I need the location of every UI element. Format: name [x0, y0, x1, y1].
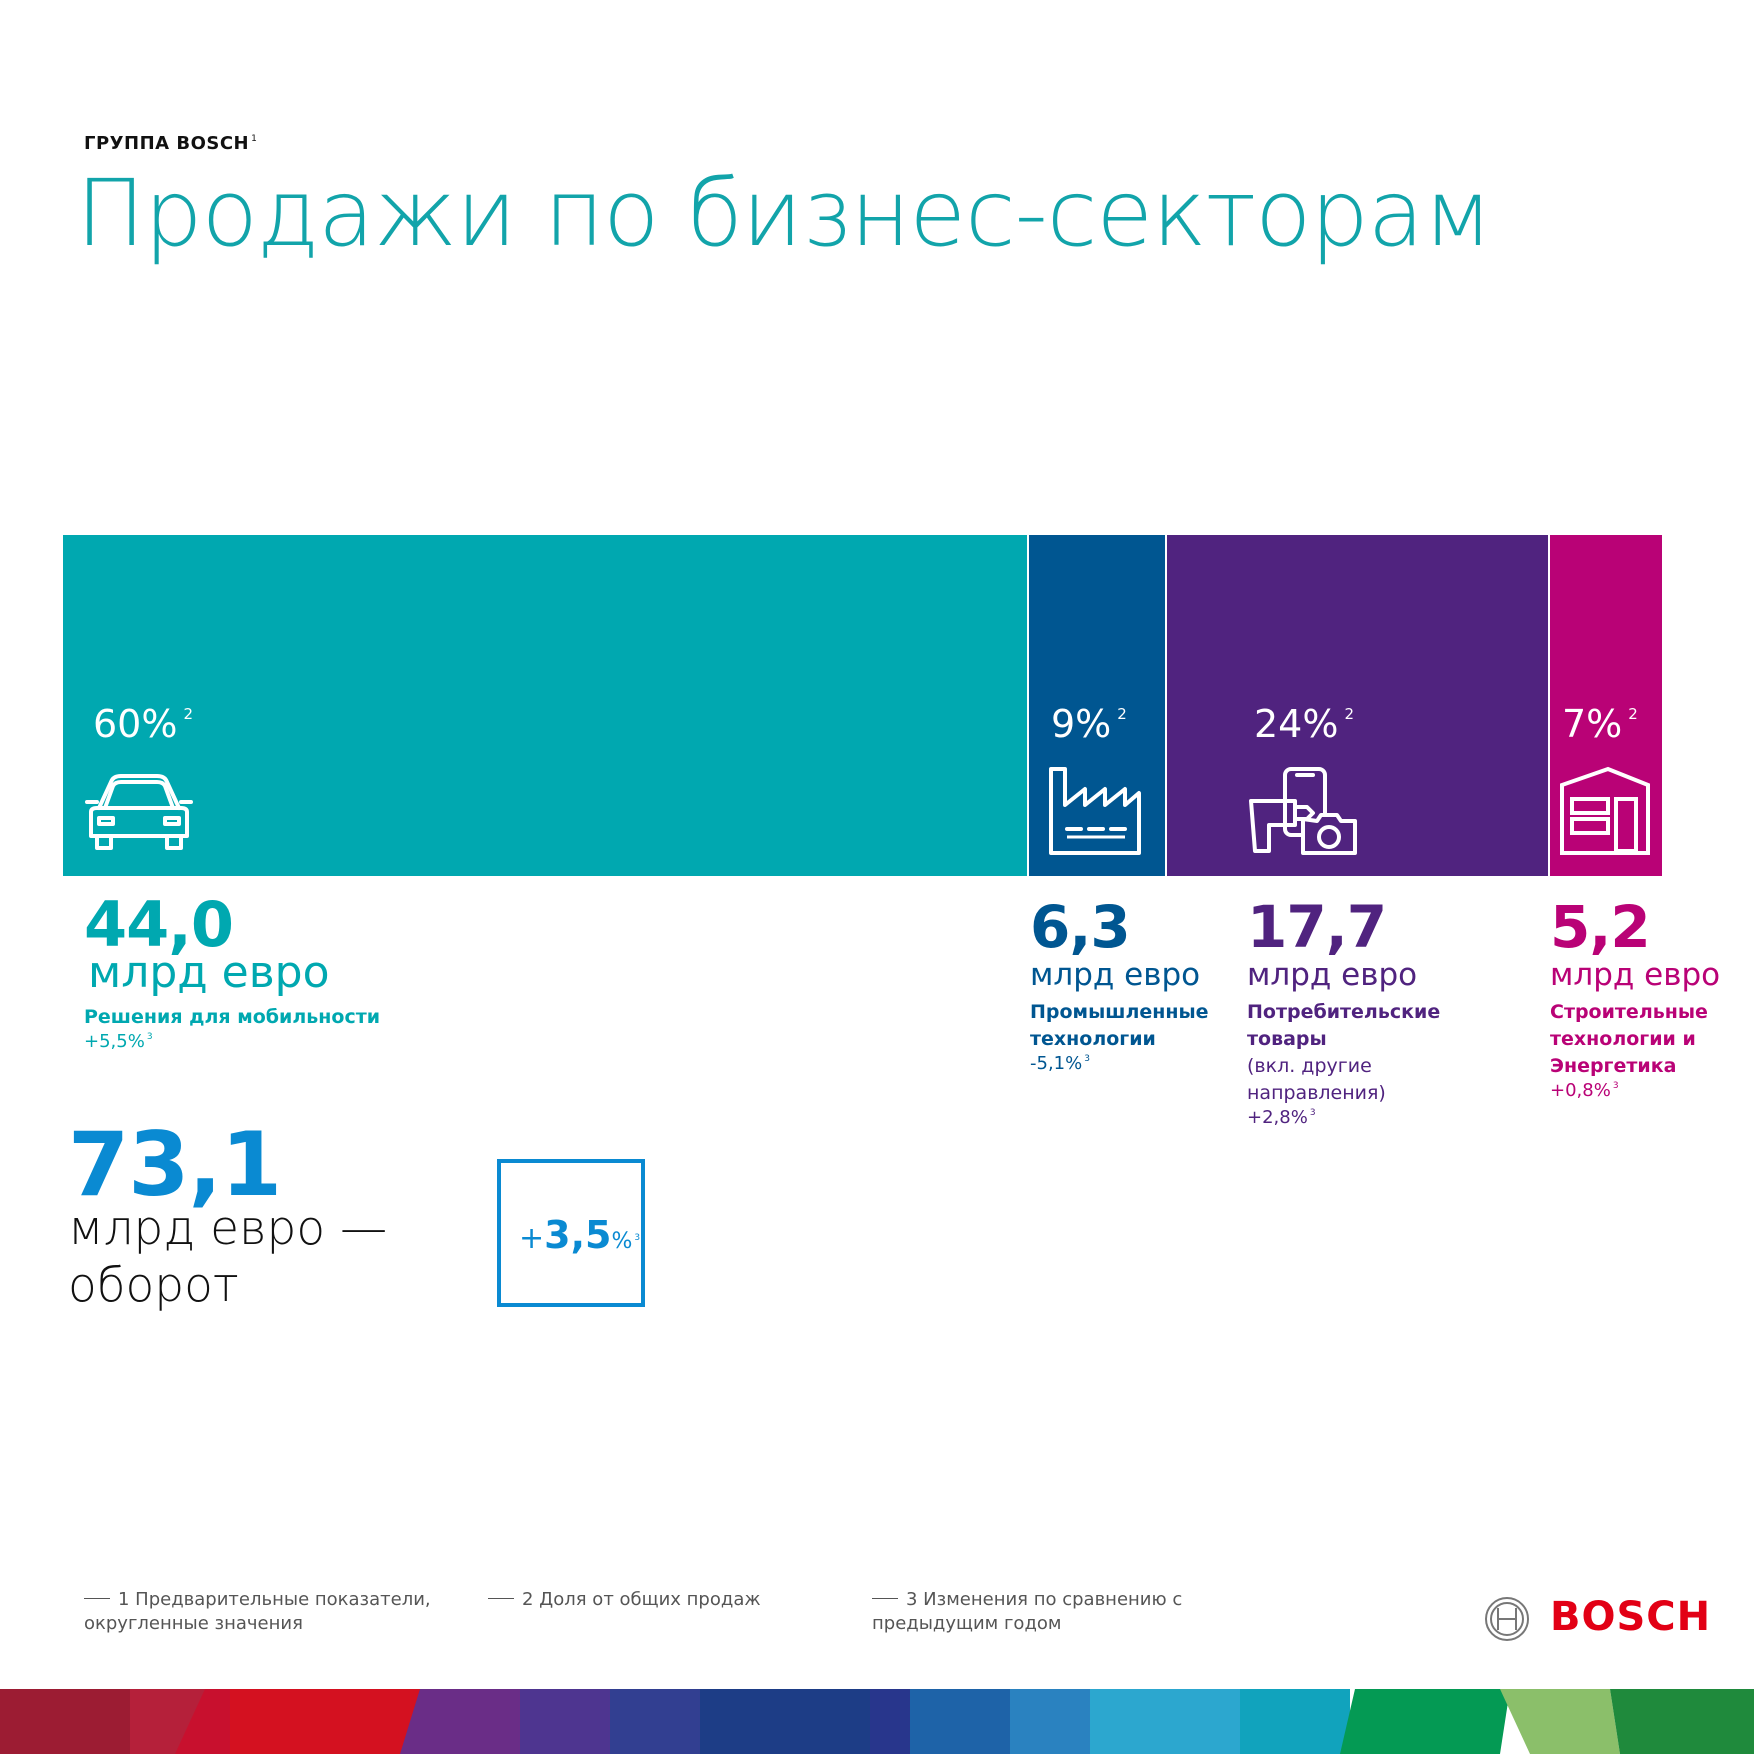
- footnote-dash: [84, 1598, 110, 1599]
- segment-unit: млрд евро: [1247, 957, 1418, 993]
- bosch-armature-icon: [1485, 1597, 1529, 1641]
- footnote-3: 3 Изменения по сравнению с предыдущим го…: [872, 1589, 1183, 1634]
- bar-segment-consumer: 24% 2: [1167, 535, 1548, 876]
- segment-value: 5,2: [1550, 893, 1651, 961]
- segment-info-building: 5,2 млрд евро Строительные технологии и …: [1550, 893, 1730, 1101]
- total-value: 73,1: [68, 1113, 282, 1216]
- segment-info-industrial: 6,3 млрд евро Промышленные технологии -5…: [1030, 893, 1210, 1074]
- total-change-box: +3,5% 3: [497, 1159, 645, 1307]
- segment-change: -5,1% 3: [1030, 1053, 1090, 1074]
- segment-change: +2,8% 3: [1247, 1107, 1316, 1128]
- segment-name: Строительные технологии и Энергетика: [1550, 1001, 1708, 1077]
- bar-segment-building: 7% 2: [1550, 535, 1662, 876]
- segment-change: +0,8% 3: [1550, 1080, 1619, 1101]
- bar-segment-industrial: 9% 2: [1029, 535, 1165, 876]
- bosch-logo: BOSCH: [1550, 1594, 1712, 1640]
- building-icon: [1560, 766, 1650, 855]
- segment-name: Промышленные технологии: [1030, 1001, 1209, 1050]
- factory-icon: [1049, 767, 1141, 855]
- total-change: +3,5% 3: [519, 1213, 641, 1257]
- segment-subtitle: (вкл. другие направления): [1247, 1055, 1386, 1104]
- kicker: ГРУППА BOSCH 1: [84, 133, 258, 154]
- total-label: млрд евро — оборот: [68, 1201, 388, 1313]
- segment-info-consumer: 17,7 млрд евро Потребительские товары (в…: [1247, 893, 1447, 1128]
- footnote-2: 2 Доля от общих продаж: [488, 1588, 788, 1612]
- footnote-1: 1 Предварительные показатели, округленны…: [84, 1589, 431, 1634]
- segment-name: Потребительские товары: [1247, 1001, 1441, 1050]
- segment-unit: млрд евро: [88, 947, 330, 998]
- car-icon: [85, 774, 193, 850]
- segment-unit: млрд евро: [1550, 957, 1721, 993]
- share-label-industrial: 9% 2: [1051, 702, 1127, 746]
- segment-value: 6,3: [1030, 893, 1131, 961]
- decorative-stripe: [0, 1689, 1754, 1754]
- share-label-building: 7% 2: [1562, 702, 1638, 746]
- footnote-dash: [872, 1598, 898, 1599]
- segment-change: +5,5% 3: [84, 1031, 153, 1052]
- segment-value: 17,7: [1247, 893, 1387, 961]
- footnote-dash: [488, 1598, 514, 1599]
- share-label-consumer: 24% 2: [1254, 702, 1355, 746]
- segment-unit: млрд евро: [1030, 957, 1201, 993]
- segment-info-mobility: 44,0 млрд евро Решения для мобильности +…: [84, 888, 380, 1052]
- drill-camera-phone-icon: [1249, 767, 1357, 855]
- page-title: Продажи по бизнес-секторам: [76, 160, 1493, 267]
- segment-value: 44,0: [84, 888, 234, 961]
- segment-name: Решения для мобильности: [84, 1006, 381, 1028]
- bar-segment-mobility: 60% 2: [63, 535, 1027, 876]
- share-label-mobility: 60% 2: [93, 702, 194, 746]
